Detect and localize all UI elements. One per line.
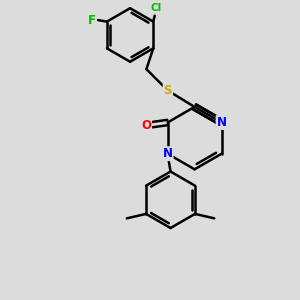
Text: S: S bbox=[164, 84, 172, 97]
Text: F: F bbox=[88, 14, 95, 27]
Text: N: N bbox=[217, 116, 226, 129]
Text: O: O bbox=[141, 119, 151, 132]
Text: N: N bbox=[163, 147, 172, 160]
Text: Cl: Cl bbox=[151, 3, 162, 13]
